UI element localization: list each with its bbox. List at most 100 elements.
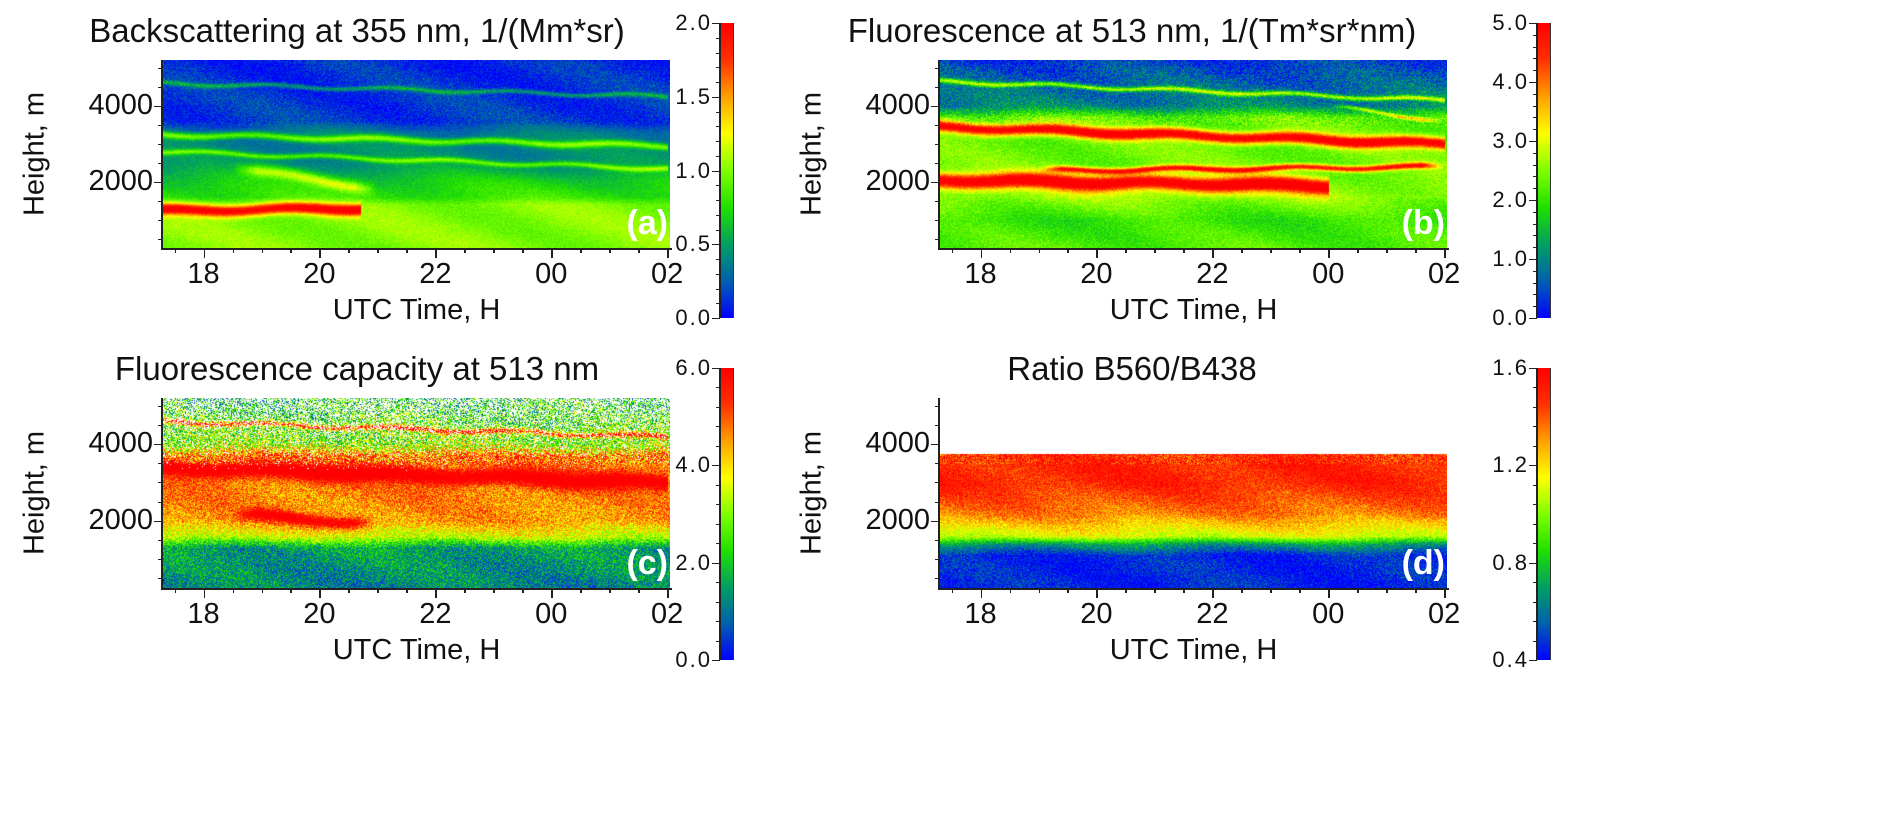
x-minor-tick	[1270, 248, 1272, 253]
x-minor-tick	[980, 588, 983, 598]
x-minor-tick	[951, 248, 954, 253]
y-minor-tick	[935, 463, 940, 465]
y-minor-tick	[158, 540, 163, 542]
colorbar-tick	[712, 465, 720, 467]
colorbar-tick	[716, 273, 720, 275]
colorbar-tick-label: 4.0	[1492, 69, 1529, 94]
x-minor-tick	[1299, 588, 1301, 593]
x-tick-label: 22	[419, 598, 452, 630]
x-minor-tick	[1183, 248, 1185, 253]
colorbar-tick	[716, 303, 720, 305]
x-axis-line	[161, 588, 672, 590]
y-minor-tick	[158, 162, 163, 164]
x-minor-tick	[232, 248, 235, 253]
y-tick-label: 4000	[88, 88, 153, 121]
y-minor-tick	[935, 482, 940, 484]
colorbar-tick	[1533, 601, 1537, 603]
y-minor-tick	[931, 181, 940, 183]
x-tick-label: 18	[187, 598, 220, 630]
colorbar-tick	[1533, 223, 1537, 225]
colorbar-tick	[716, 543, 720, 545]
colorbar-tick	[716, 621, 720, 623]
y-minor-tick	[154, 105, 163, 107]
colorbar-tick-label: 1.0	[675, 157, 712, 183]
colorbar-tick	[1533, 46, 1537, 48]
y-minor-tick	[158, 124, 163, 126]
colorbar-tick	[1533, 306, 1537, 308]
colorbar-tick-label: 1.6	[1492, 355, 1529, 380]
y-tick-label: 4000	[865, 427, 930, 460]
x-minor-tick	[493, 248, 495, 253]
colorbar-tick	[1529, 368, 1537, 369]
y-axis-line	[161, 398, 163, 588]
x-tick-label: 22	[1196, 258, 1229, 290]
colorbar-tick-label: 1.0	[1492, 246, 1529, 271]
colorbar-axis	[1536, 23, 1538, 318]
x-tick-label: 20	[1080, 258, 1113, 290]
colorbar-tick	[1533, 484, 1537, 486]
heatmap-canvas	[940, 60, 1447, 248]
y-axis-line	[161, 60, 163, 248]
x-tick-label: 02	[650, 258, 684, 290]
x-axis-line	[938, 588, 1449, 590]
colorbar-tick-label: 2.0	[675, 10, 712, 35]
colorbar-tick-label: 0.8	[1492, 549, 1529, 575]
y-minor-tick	[935, 67, 940, 69]
x-minor-tick	[1386, 248, 1388, 253]
y-minor-tick	[158, 238, 163, 240]
y-minor-tick	[158, 501, 163, 503]
x-tick-label: 20	[303, 258, 336, 290]
x-minor-tick	[1038, 588, 1040, 593]
y-minor-tick	[154, 520, 163, 522]
colorbar-tick	[1533, 270, 1537, 272]
panel-label: (c)	[626, 544, 668, 582]
x-minor-tick	[261, 588, 263, 593]
y-minor-tick	[154, 444, 163, 446]
colorbar-tick	[1533, 117, 1537, 119]
colorbar-tick-label: 0.0	[675, 305, 712, 330]
x-minor-tick	[1125, 588, 1127, 593]
colorbar-tick	[1533, 282, 1537, 284]
colorbar-tick	[716, 37, 720, 39]
x-minor-tick	[1386, 588, 1388, 593]
colorbar-tick	[1533, 621, 1537, 623]
x-minor-tick	[290, 248, 292, 253]
x-axis-label: UTC Time, H	[332, 634, 501, 666]
chart-title: Fluorescence capacity at 513 nm	[114, 350, 600, 387]
colorbar-tick	[716, 406, 720, 408]
colorbar-tick-label: 2.0	[1492, 187, 1529, 212]
x-minor-tick	[1067, 588, 1069, 593]
x-minor-tick	[1415, 248, 1417, 253]
colorbar-axis	[1536, 368, 1538, 660]
y-minor-tick	[158, 219, 163, 221]
colorbar-tick-label: 6.0	[675, 355, 712, 380]
y-tick-label: 4000	[865, 88, 930, 121]
x-tick-label: 18	[964, 258, 997, 290]
panel-label: (a)	[626, 204, 668, 242]
y-minor-tick	[935, 405, 940, 407]
colorbar-tick	[716, 126, 720, 128]
colorbar-tick-label: 0.4	[1492, 647, 1529, 672]
colorbar-tick	[1533, 294, 1537, 296]
x-minor-tick	[406, 248, 408, 253]
colorbar-tick	[1533, 406, 1537, 408]
colorbar-tick-label: 0.0	[1492, 305, 1529, 330]
x-minor-tick	[406, 588, 408, 593]
x-minor-tick	[1357, 588, 1359, 593]
colorbar-tick	[716, 200, 720, 201]
y-axis-label: Height, m	[795, 430, 828, 556]
x-minor-tick	[667, 588, 669, 598]
x-minor-tick	[377, 588, 379, 593]
x-axis-label: UTC Time, H	[1109, 634, 1278, 666]
x-minor-tick	[580, 248, 582, 253]
x-minor-tick	[290, 588, 292, 593]
colorbar-tick	[712, 562, 720, 564]
y-tick-label: 2000	[865, 164, 930, 197]
colorbar-tick	[1533, 70, 1537, 72]
x-minor-tick	[638, 588, 640, 593]
x-tick-label: 22	[419, 258, 452, 290]
y-minor-tick	[935, 540, 940, 542]
colorbar-tick	[716, 111, 720, 113]
y-minor-tick	[158, 559, 163, 561]
y-minor-tick	[931, 444, 940, 446]
